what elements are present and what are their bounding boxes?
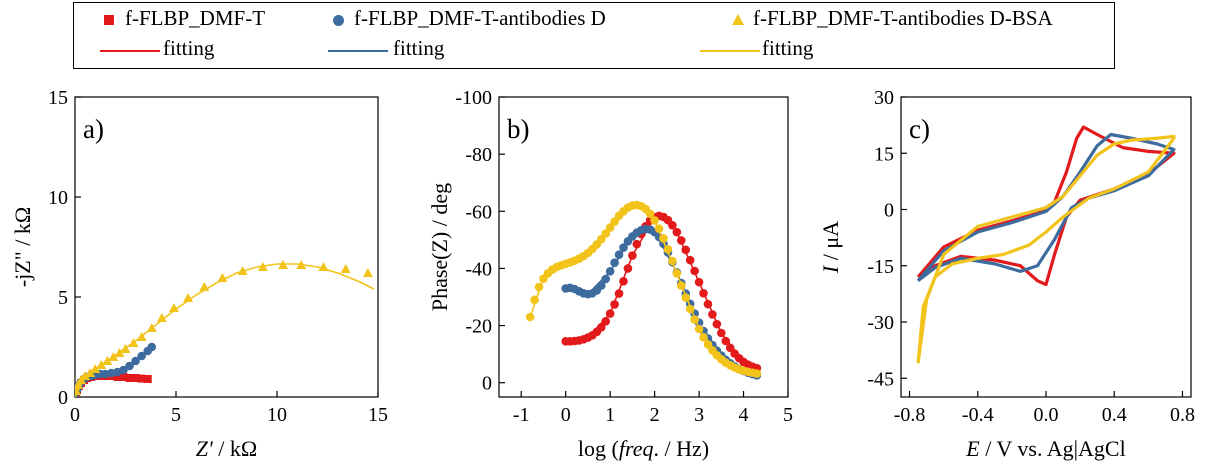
legend-marker-triangle	[732, 14, 744, 25]
x-axis-label: Z' / kΩ	[196, 436, 257, 461]
series-3-point	[340, 264, 351, 273]
y-tick-label: 5	[58, 287, 68, 309]
chart-legend: f-FLBP_DMF-T f-FLBP_DMF-T-antibodies D f…	[73, 2, 1115, 69]
legend-label-series-1: f-FLBP_DMF-T	[125, 6, 266, 30]
y-tick-label: 15	[874, 143, 894, 165]
y-tick-label: -15	[867, 256, 894, 278]
series-1-point	[601, 316, 611, 326]
x-tick-label: 0	[70, 404, 80, 426]
y-tick-label: 15	[48, 87, 68, 109]
series-3-point	[703, 340, 713, 349]
legend-fit-line-yellow	[700, 50, 760, 52]
series-3-cv-curve	[916, 134, 1176, 364]
y-tick-label: -100	[455, 87, 492, 109]
x-axis-label: log (freq. / Hz)	[578, 436, 709, 461]
series-3-point	[699, 332, 708, 342]
plot-frame	[74, 96, 379, 398]
panel-label: b)	[507, 114, 530, 144]
x-tick-label: 0.0	[1034, 404, 1059, 426]
y-tick-label: 0	[58, 387, 68, 409]
x-tick-label: 3	[694, 404, 704, 426]
x-tick-label: 0.4	[1102, 404, 1127, 426]
x-axis-label-part: log (	[578, 436, 619, 461]
plot-area	[525, 200, 762, 380]
legend-label-series-3: f-FLBP_DMF-T-antibodies D-BSA	[753, 6, 1053, 30]
y-axis-label: -jZ" / kΩ	[10, 207, 35, 287]
y-axis-label-part: / μA	[818, 221, 843, 266]
series-3-point	[80, 371, 91, 380]
plot-frame	[498, 96, 789, 398]
legend-fit-label-1: fitting	[163, 36, 215, 60]
y-tick-label: 30	[874, 87, 894, 109]
legend-fit-label-3: fitting	[762, 36, 814, 60]
series-3-point	[217, 273, 228, 282]
y-tick-label: 0	[884, 200, 894, 222]
series-2-cv-curve	[916, 132, 1176, 283]
y-tick-label: 0	[482, 373, 492, 395]
y-axis-label: I / μA	[818, 221, 843, 274]
x-axis-label-part: E	[965, 436, 980, 461]
legend-label-series-2: f-FLBP_DMF-T-antibodies D	[354, 6, 606, 30]
legend-fit-line-blue	[328, 50, 388, 52]
y-tick-label: -45	[867, 368, 894, 390]
series-2-point	[601, 274, 611, 284]
y-axis-label: Phase(Z) / deg	[427, 183, 452, 311]
series-1-fit-line	[565, 215, 758, 369]
series-3-point	[156, 313, 167, 322]
legend-marker-circle	[333, 15, 344, 26]
x-tick-label: -0.4	[962, 404, 994, 426]
y-tick-label: -40	[465, 258, 492, 280]
x-tick-label: 4	[739, 404, 749, 426]
x-tick-label: 5	[171, 404, 181, 426]
x-tick-label: 15	[368, 404, 388, 426]
legend-marker-square	[104, 15, 114, 25]
x-tick-label: -0.8	[894, 404, 926, 426]
series-1-point	[632, 239, 642, 249]
x-tick-label: 1	[605, 404, 615, 426]
legend-fit-label-2: fitting	[393, 36, 445, 60]
series-3-point	[752, 369, 762, 378]
y-axis-label-part: I	[818, 264, 843, 274]
x-axis-label-part: freq	[619, 436, 654, 461]
plot-area	[75, 260, 375, 397]
x-axis-label-part: / kΩ	[213, 436, 257, 461]
x-axis-label-part: / V vs. Ag|AgCl	[980, 436, 1126, 461]
x-tick-label: -1	[513, 404, 530, 426]
y-tick-label: 10	[48, 187, 68, 209]
y-tick-label: -80	[465, 144, 492, 166]
series-3-fit-line	[75, 263, 375, 397]
panel-label: c)	[909, 114, 930, 144]
x-tick-label: 5	[783, 404, 793, 426]
series-3-fit-line	[529, 204, 758, 375]
x-axis-label-part: . / Hz)	[653, 436, 709, 461]
legend-fit-line-red	[100, 50, 160, 52]
x-axis-label: E / V vs. Ag|AgCl	[965, 436, 1125, 461]
series-3-point	[645, 209, 655, 219]
x-axis-label-part: Z'	[196, 436, 213, 461]
plot-area	[916, 125, 1176, 364]
series-2-point	[619, 243, 628, 252]
y-tick-label: -30	[867, 312, 894, 334]
series-3-point	[168, 303, 179, 312]
x-tick-label: 0	[561, 404, 571, 426]
panel-label: a)	[83, 114, 104, 144]
series-3-point	[362, 268, 373, 277]
x-tick-label: 10	[267, 404, 287, 426]
x-tick-label: 2	[650, 404, 660, 426]
y-tick-label: -60	[465, 201, 492, 223]
x-tick-label: 0.8	[1170, 404, 1195, 426]
y-tick-label: -20	[465, 316, 492, 338]
series-1-point	[721, 336, 731, 346]
